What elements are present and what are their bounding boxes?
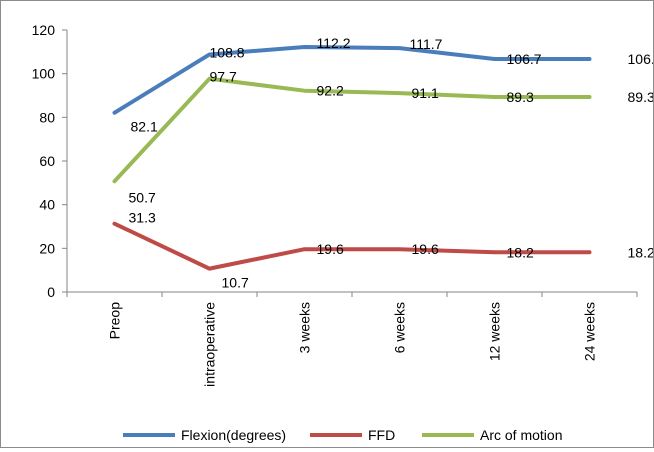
- y-tick-label: 100: [32, 66, 56, 82]
- data-label-ffd: 18.2: [628, 244, 654, 260]
- data-label-arc-of-motion: 89.3: [507, 89, 534, 105]
- series-line-arc-of-motion: [112, 76, 592, 184]
- y-tick-label: 80: [39, 109, 55, 125]
- series-line-flexion: [112, 45, 592, 115]
- legend-label-ffd: FFD: [368, 427, 395, 443]
- series-line-ffd: [112, 221, 592, 271]
- y-tick-label: 60: [39, 153, 55, 169]
- x-tick-label: 24 weeks: [582, 302, 598, 361]
- data-label-ffd: 19.6: [412, 241, 439, 257]
- data-label-flexion: 82.1: [131, 119, 158, 135]
- data-label-flexion: 106.7: [628, 51, 654, 67]
- data-label-flexion: 106.7: [507, 51, 542, 67]
- y-tick-label: 20: [39, 240, 55, 256]
- legend-label-flexion: Flexion(degrees): [181, 427, 286, 443]
- data-label-flexion: 111.7: [410, 36, 443, 52]
- x-tick-label: 3 weeks: [297, 302, 313, 353]
- data-label-ffd: 19.6: [317, 241, 344, 257]
- y-tick-label: 40: [39, 197, 55, 213]
- legend-label-arc-of-motion: Arc of motion: [480, 427, 562, 443]
- x-tick-label: 6 weeks: [392, 302, 408, 353]
- data-label-ffd: 10.7: [222, 275, 249, 291]
- data-label-arc-of-motion: 50.7: [129, 189, 156, 205]
- data-label-arc-of-motion: 89.3: [628, 89, 654, 105]
- data-label-arc-of-motion: 92.2: [317, 83, 344, 99]
- x-tick-label: 12 weeks: [487, 302, 503, 361]
- data-label-ffd: 18.2: [507, 244, 534, 260]
- data-label-ffd: 31.3: [129, 210, 156, 226]
- data-label-flexion: 108.8: [210, 44, 245, 60]
- y-tick-label: 120: [32, 22, 56, 38]
- data-label-flexion: 112.2: [317, 35, 351, 51]
- x-tick-label: intraoperative: [202, 302, 218, 387]
- data-label-arc-of-motion: 91.1: [412, 85, 439, 101]
- data-label-arc-of-motion: 97.7: [210, 69, 237, 85]
- x-tick-label: Preop: [107, 302, 123, 340]
- y-tick-label: 0: [47, 284, 55, 300]
